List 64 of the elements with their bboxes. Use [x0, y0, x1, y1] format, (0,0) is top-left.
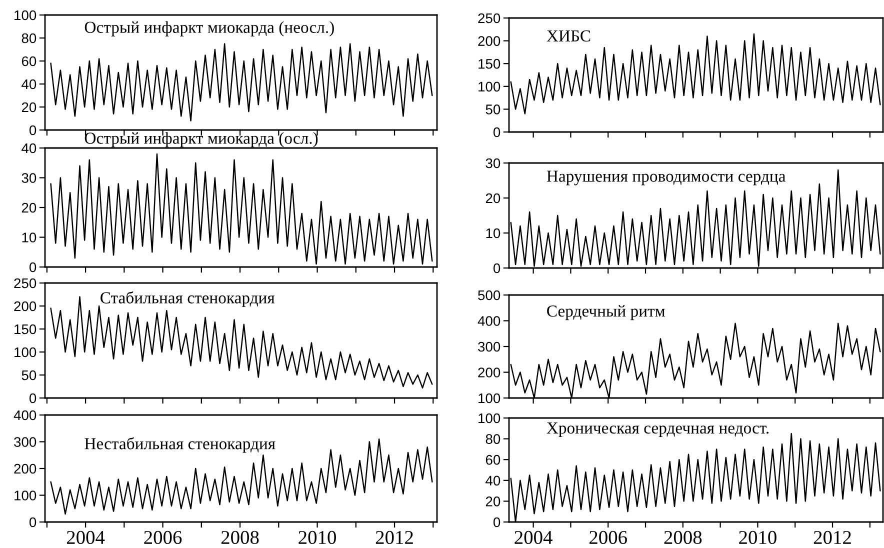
y-tick-label: 0	[29, 262, 36, 272]
y-tick-label: 100	[14, 10, 36, 20]
x-tick-label: 2006	[144, 530, 182, 544]
x-tick-label: 2006	[590, 530, 627, 544]
chart-title: Острый инфаркт миокарда (неосл.)	[84, 21, 334, 36]
line-series	[50, 43, 433, 122]
y-tick-label: 0	[29, 517, 36, 528]
y-tick-label: 20	[486, 193, 500, 204]
y-tick-label: 0	[29, 125, 36, 136]
y-tick-label: 100	[14, 347, 36, 358]
y-tick-label: 250	[14, 278, 36, 288]
chart-title: Хроническая сердечная недост.	[546, 422, 769, 437]
y-tick-label: 100	[478, 393, 500, 404]
y-tick-label: 60	[22, 56, 36, 66]
y-tick-label: 200	[14, 301, 36, 312]
y-tick-label: 40	[486, 476, 500, 486]
y-tick-label: 30	[486, 158, 500, 168]
y-tick-label: 100	[478, 413, 500, 424]
chart-title: Нарушения проводимости сердца	[546, 170, 786, 186]
y-tick-label: 50	[486, 104, 500, 114]
y-tick-label: 10	[22, 232, 36, 242]
x-tick-label: 2012	[814, 530, 851, 544]
chart-title: Острый инфаркт миокарда (осл.)	[84, 132, 318, 148]
y-tick-label: 40	[22, 143, 36, 154]
y-tick-label: 500	[478, 290, 500, 300]
y-tick-label: 200	[478, 36, 500, 46]
y-tick-label: 150	[478, 58, 500, 69]
x-tick-label: 2004	[66, 530, 105, 544]
y-tick-label: 0	[29, 393, 36, 404]
x-tick-label: 2010	[298, 530, 336, 544]
y-tick-label: 200	[14, 464, 36, 474]
x-tick-label: 2004	[514, 530, 552, 544]
y-tick-label: 20	[22, 202, 36, 213]
y-tick-label: 20	[486, 496, 500, 506]
line-series	[50, 153, 433, 265]
y-tick-label: 150	[14, 324, 36, 334]
y-tick-label: 400	[14, 410, 36, 420]
y-tick-label: 50	[22, 370, 36, 380]
y-tick-label: 40	[22, 79, 36, 90]
y-tick-label: 0	[493, 517, 500, 528]
x-tick-label: 2010	[739, 530, 776, 544]
y-tick-label: 100	[478, 82, 500, 92]
line-series	[50, 438, 433, 515]
y-tick-label: 80	[486, 434, 500, 444]
y-tick-label: 20	[22, 102, 36, 112]
y-tick-label: 400	[478, 316, 500, 326]
y-tick-label: 80	[22, 33, 36, 44]
y-tick-label: 250	[478, 13, 500, 24]
y-tick-label: 300	[478, 342, 500, 352]
y-tick-label: 200	[478, 368, 500, 378]
text: Нестабильная стенокардия	[84, 437, 276, 453]
y-tick-label: 100	[14, 490, 36, 500]
y-tick-label: 300	[14, 437, 36, 447]
y-tick-label: 60	[486, 454, 500, 465]
text: Сердечный ритм	[547, 305, 665, 320]
x-tick-label: 2008	[664, 530, 702, 544]
x-tick-label: 2008	[221, 530, 259, 544]
x-tick-label: 2012	[376, 530, 413, 544]
text: ХИБС	[546, 30, 590, 42]
y-tick-label: 0	[493, 263, 500, 274]
y-tick-label: 10	[486, 228, 500, 238]
chart-title: Стабильная стенокардия	[100, 291, 275, 307]
y-tick-label: 30	[22, 173, 36, 183]
y-tick-label: 0	[493, 127, 500, 138]
